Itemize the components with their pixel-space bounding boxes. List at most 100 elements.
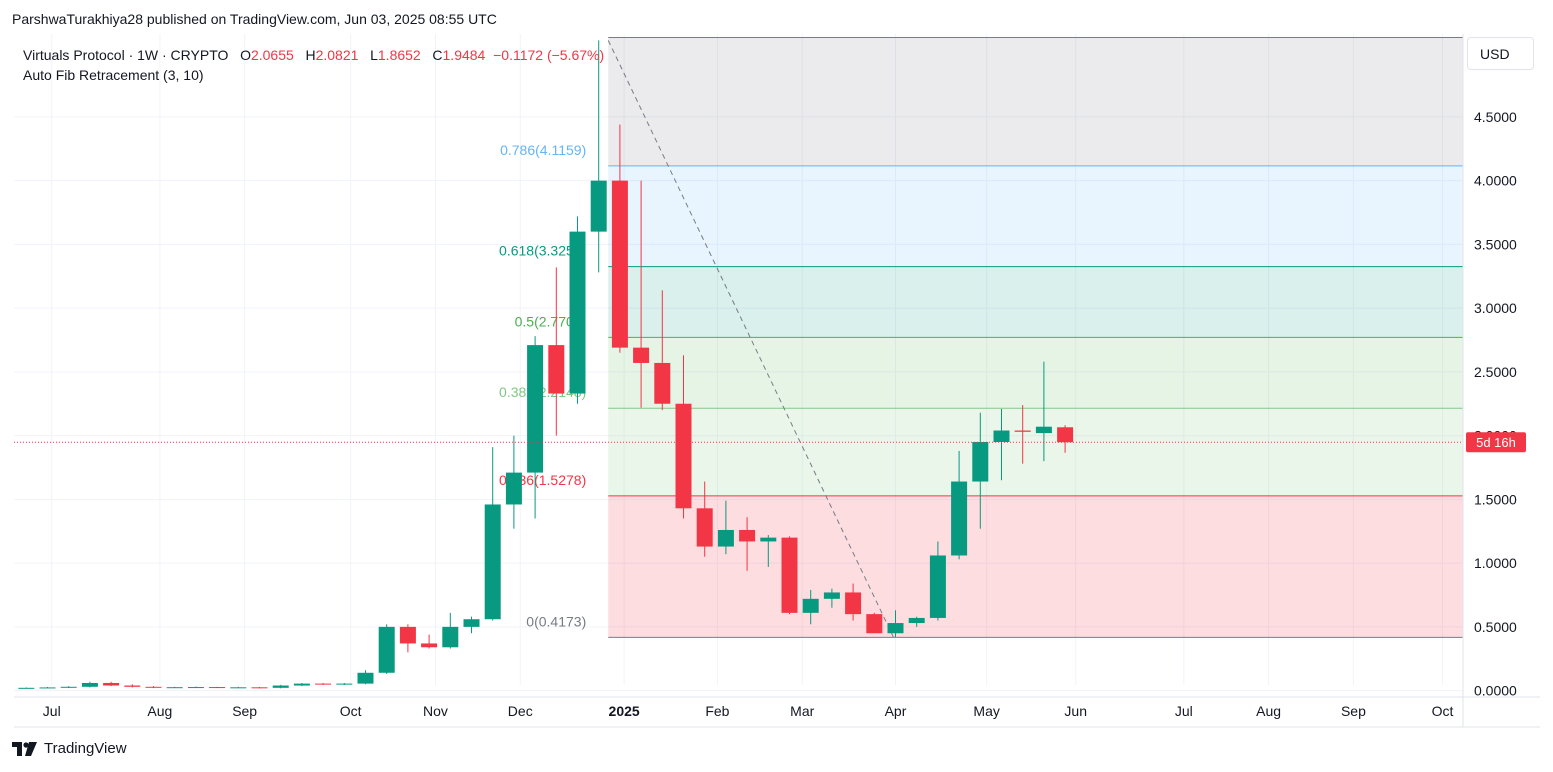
candle-body (463, 619, 480, 627)
candle (823, 588, 840, 608)
fib-zone (608, 337, 1463, 409)
candle (421, 634, 438, 649)
candle-body (611, 180, 628, 348)
y-tick-label: 3.5000 (1474, 236, 1517, 252)
change-value: −0.1172 (−5.67%) (493, 47, 605, 63)
candle (760, 535, 777, 567)
candle-body (187, 687, 204, 689)
tradingview-logo-icon (12, 741, 37, 756)
candle-body (1035, 426, 1052, 434)
candle (548, 267, 565, 436)
candles-layer (18, 40, 1074, 689)
candle (378, 624, 395, 675)
high-value: 2.0821 (315, 47, 359, 63)
x-tick-label: Nov (423, 703, 448, 719)
fib-level-label: 0(0.4173) (526, 613, 586, 629)
currency-button[interactable]: USD (1467, 37, 1534, 70)
indicator-row[interactable]: Auto Fib Retracement (3, 10) (23, 67, 204, 83)
candle (484, 447, 501, 621)
candle (315, 682, 332, 685)
x-tick-label: Dec (508, 703, 533, 719)
candle (633, 180, 650, 408)
chart-legend: Virtuals Protocol · 1W · CRYPTO O2.0655 … (23, 45, 604, 85)
candle (442, 612, 459, 649)
x-tick-label: 2025 (609, 703, 640, 719)
candle-body (251, 687, 268, 689)
candle (929, 541, 946, 621)
candle-body (972, 442, 989, 482)
candle-body (908, 617, 925, 624)
grid-layer (14, 34, 1463, 692)
open-label: O (240, 47, 251, 63)
fib-level-label: 0.786(4.1159) (500, 142, 586, 158)
candle-body (1014, 430, 1031, 432)
close-label: C (432, 47, 443, 63)
candle-body (18, 687, 35, 689)
candle-body (739, 529, 756, 542)
countdown-badge (1466, 432, 1526, 453)
fib-level-label: 0.5(2.7701) (515, 313, 587, 329)
candle-body (866, 614, 883, 634)
low-value: 1.8652 (377, 47, 421, 63)
published-by-line: ParshwaTurakhiya28 published on TradingV… (12, 11, 497, 27)
y-tick-label: 4.0000 (1474, 173, 1517, 189)
candle-body (654, 362, 671, 404)
candle-body (760, 537, 777, 542)
candle (39, 687, 56, 689)
tradingview-logo-text: TradingView (44, 740, 127, 757)
candle-body (717, 529, 734, 547)
candle (166, 686, 183, 689)
candle (272, 684, 289, 689)
axes-layer: 0.00000.50001.00001.50002.00002.50003.00… (14, 34, 1540, 728)
x-tick-label: Aug (147, 703, 172, 719)
candle (993, 408, 1010, 481)
candle-body (548, 345, 565, 394)
candle (781, 536, 798, 615)
x-tick-label: Sep (1341, 703, 1366, 719)
tradingview-logo[interactable]: TradingView (12, 740, 127, 757)
candle (357, 670, 374, 685)
high-label: H (305, 47, 316, 63)
candle-body (145, 686, 162, 688)
candle (611, 124, 628, 353)
candle-body (781, 537, 798, 613)
candle (569, 216, 586, 404)
x-tick-label: Oct (340, 703, 362, 719)
x-tick-label: Apr (885, 703, 907, 719)
candle (336, 682, 353, 685)
candle (81, 681, 98, 688)
candle-body (569, 231, 586, 394)
y-tick-label: 0.0000 (1474, 683, 1517, 699)
x-tick-label: Mar (790, 703, 814, 719)
candle-body (505, 472, 522, 505)
candle (887, 610, 904, 638)
candle (951, 450, 968, 560)
candle-body (357, 672, 374, 684)
candle-body (802, 598, 819, 613)
candle-body (675, 403, 692, 509)
fib-retracement-layer: 0(0.4173)0.236(1.5278)0.382(2.2148)0.5(2… (499, 36, 1463, 638)
candle (293, 682, 310, 687)
candle (60, 686, 77, 689)
candle (145, 686, 162, 689)
y-tick-label: 4.5000 (1474, 109, 1517, 125)
candle (590, 40, 607, 273)
candle-body (484, 504, 501, 620)
candle (251, 687, 268, 689)
fib-zone (608, 266, 1463, 338)
fib-level-label: 0.618(3.3254) (499, 243, 586, 259)
x-tick-label: Jun (1064, 703, 1087, 719)
candle-body (929, 555, 946, 618)
candle-body (845, 592, 862, 615)
candle (527, 336, 544, 519)
candle (866, 612, 883, 634)
candle-body (124, 685, 141, 687)
candle (1035, 361, 1052, 462)
candle-body (103, 682, 120, 686)
x-tick-label: Feb (705, 703, 729, 719)
countdown-label: 5d 16h (1476, 435, 1516, 450)
candle (972, 412, 989, 529)
candle-body (166, 687, 183, 689)
x-tick-label: May (973, 703, 999, 719)
